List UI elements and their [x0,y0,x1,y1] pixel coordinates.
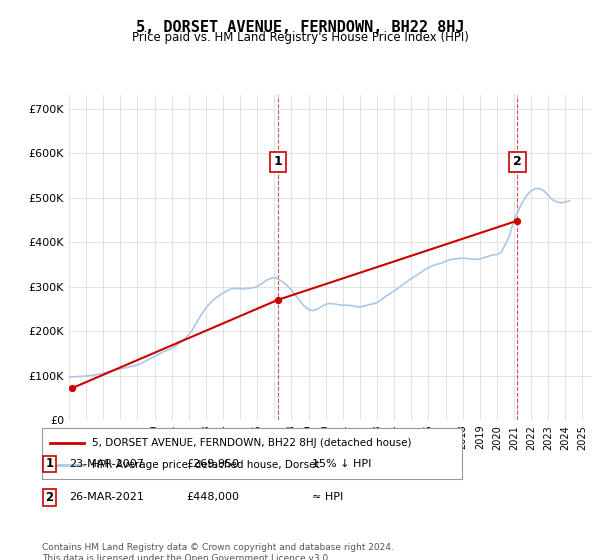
Point [512,216,522,225]
Point [68,384,77,393]
FancyBboxPatch shape [43,489,56,506]
Text: 1: 1 [46,458,53,470]
FancyBboxPatch shape [43,456,56,472]
Text: 26-MAR-2021: 26-MAR-2021 [69,492,144,502]
Text: 2: 2 [513,156,522,169]
Text: Price paid vs. HM Land Registry's House Price Index (HPI): Price paid vs. HM Land Registry's House … [131,31,469,44]
Text: £269,950: £269,950 [186,459,239,469]
Text: 5, DORSET AVENUE, FERNDOWN, BH22 8HJ: 5, DORSET AVENUE, FERNDOWN, BH22 8HJ [136,20,464,35]
Text: 5, DORSET AVENUE, FERNDOWN, BH22 8HJ (detached house): 5, DORSET AVENUE, FERNDOWN, BH22 8HJ (de… [92,437,412,447]
Text: 2: 2 [46,491,53,504]
Text: HPI: Average price, detached house, Dorset: HPI: Average price, detached house, Dors… [92,460,320,470]
Text: 23-MAR-2007: 23-MAR-2007 [69,459,144,469]
FancyBboxPatch shape [42,428,462,479]
Text: 1: 1 [274,156,282,169]
Text: Contains HM Land Registry data © Crown copyright and database right 2024.
This d: Contains HM Land Registry data © Crown c… [42,543,394,560]
Text: ≈ HPI: ≈ HPI [312,492,343,502]
Point [273,296,283,305]
Text: £448,000: £448,000 [186,492,239,502]
Text: 15% ↓ HPI: 15% ↓ HPI [312,459,371,469]
